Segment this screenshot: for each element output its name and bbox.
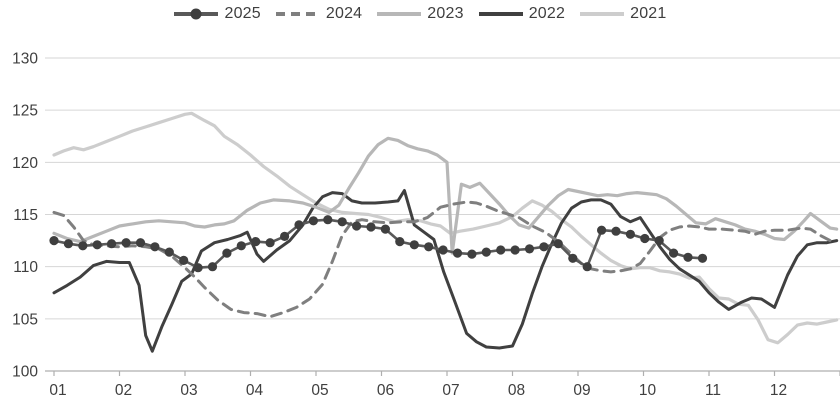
data-point-marker — [582, 262, 592, 272]
gridlines — [45, 57, 840, 320]
data-point-marker — [510, 245, 520, 255]
data-point-marker — [164, 247, 174, 257]
legend-swatch-2021 — [580, 12, 625, 16]
series-2023 — [52, 136, 839, 255]
data-point-marker — [121, 238, 131, 248]
data-point-marker — [683, 252, 693, 262]
data-point-marker — [308, 216, 318, 226]
series-2021 — [52, 111, 839, 345]
x-axis-labels: 01 02 03 04 05 06 07 08 09 10 11 12 — [49, 382, 787, 399]
data-point-marker — [135, 238, 146, 248]
data-point-marker — [193, 263, 203, 273]
y-tick-label: 115 — [13, 207, 38, 224]
data-point-marker — [654, 236, 664, 246]
data-point-marker — [236, 241, 246, 251]
data-point-marker — [92, 240, 102, 250]
data-point-marker — [251, 237, 261, 247]
legend-swatch-2025 — [174, 8, 219, 20]
y-tick-label: 105 — [12, 311, 38, 328]
x-tick-label: 04 — [246, 382, 264, 399]
data-point-marker — [294, 220, 304, 230]
x-tick-label: 08 — [508, 382, 525, 399]
data-point-marker — [669, 248, 679, 258]
legend-label-2022: 2022 — [528, 5, 566, 22]
data-point-marker — [597, 225, 607, 235]
data-point-marker — [150, 242, 160, 252]
data-point-marker — [424, 242, 434, 252]
legend-item-2022: 2022 — [478, 5, 565, 23]
data-point-marker — [409, 240, 419, 250]
x-tick-label: 10 — [639, 382, 657, 399]
x-tick-label: 03 — [180, 382, 197, 399]
series-line-2024 — [52, 200, 839, 319]
y-tick-label: 110 — [13, 259, 38, 276]
data-point-marker — [280, 231, 290, 241]
data-point-marker — [611, 226, 621, 236]
data-point-marker — [107, 239, 117, 249]
data-point-marker — [481, 247, 491, 257]
y-tick-label: 130 — [12, 51, 38, 68]
data-point-marker — [524, 244, 535, 254]
legend-item-2021: 2021 — [579, 5, 666, 23]
data-point-marker — [222, 248, 232, 258]
legend-label-2025: 2025 — [224, 5, 261, 22]
data-point-marker — [323, 215, 333, 225]
series-line-2025 — [52, 218, 704, 270]
data-point-marker — [568, 253, 578, 263]
data-point-marker — [496, 245, 506, 255]
x-tick-label: 02 — [115, 382, 132, 399]
data-point-marker — [640, 233, 650, 244]
data-point-marker — [179, 255, 189, 265]
series-line-2022 — [52, 189, 839, 353]
y-tick-label: 120 — [12, 155, 38, 172]
series-line-2023 — [52, 136, 839, 255]
legend-label-2023: 2023 — [427, 5, 464, 22]
legend-marker-2025 — [190, 8, 202, 20]
data-point-marker — [395, 237, 405, 247]
legend-label-2021: 2021 — [630, 5, 667, 22]
data-point-marker — [539, 242, 549, 252]
series-2025 — [49, 215, 708, 273]
data-point-marker — [337, 217, 347, 227]
data-point-marker — [452, 248, 463, 258]
series-2022 — [52, 189, 839, 353]
legend-item-2023: 2023 — [376, 5, 464, 23]
data-point-marker — [553, 239, 563, 249]
legend-swatch-2023 — [377, 12, 422, 16]
x-tick-label: 06 — [377, 382, 394, 399]
legend-swatch-2022 — [478, 12, 523, 16]
data-point-marker — [265, 238, 275, 248]
series-markers-2025 — [49, 215, 708, 273]
chart-legend: 2025 2024 2023 2022 2021 — [0, 5, 840, 23]
data-point-marker — [78, 241, 88, 251]
y-axis-labels: 100 105 110 115 120 125 130 — [12, 51, 38, 381]
x-tick-label: 07 — [442, 382, 459, 399]
data-point-marker — [49, 236, 59, 246]
data-point-marker — [207, 262, 218, 272]
y-tick-label: 125 — [12, 103, 38, 120]
series-line-2021 — [52, 111, 839, 345]
legend-item-2025: 2025 — [173, 5, 261, 23]
series-2024 — [52, 200, 839, 319]
legend-label-2024: 2024 — [325, 5, 363, 22]
x-tick-label: 11 — [705, 382, 721, 399]
x-tick-label: 09 — [573, 382, 590, 399]
data-point-marker — [352, 221, 362, 231]
x-tick-label: 01 — [49, 382, 66, 399]
data-point-marker — [697, 253, 708, 263]
x-axis — [45, 370, 840, 376]
data-point-marker — [625, 229, 636, 239]
data-point-marker — [366, 222, 376, 232]
y-tick-label: 100 — [12, 364, 38, 381]
x-tick-label: 12 — [770, 382, 787, 399]
data-point-marker — [380, 224, 390, 234]
x-tick-label: 05 — [311, 382, 328, 399]
legend-item-2024: 2024 — [275, 5, 362, 23]
legend-swatch-2024 — [275, 12, 320, 16]
data-point-marker — [467, 249, 477, 259]
data-point-marker — [63, 239, 73, 249]
data-point-marker — [438, 245, 448, 255]
